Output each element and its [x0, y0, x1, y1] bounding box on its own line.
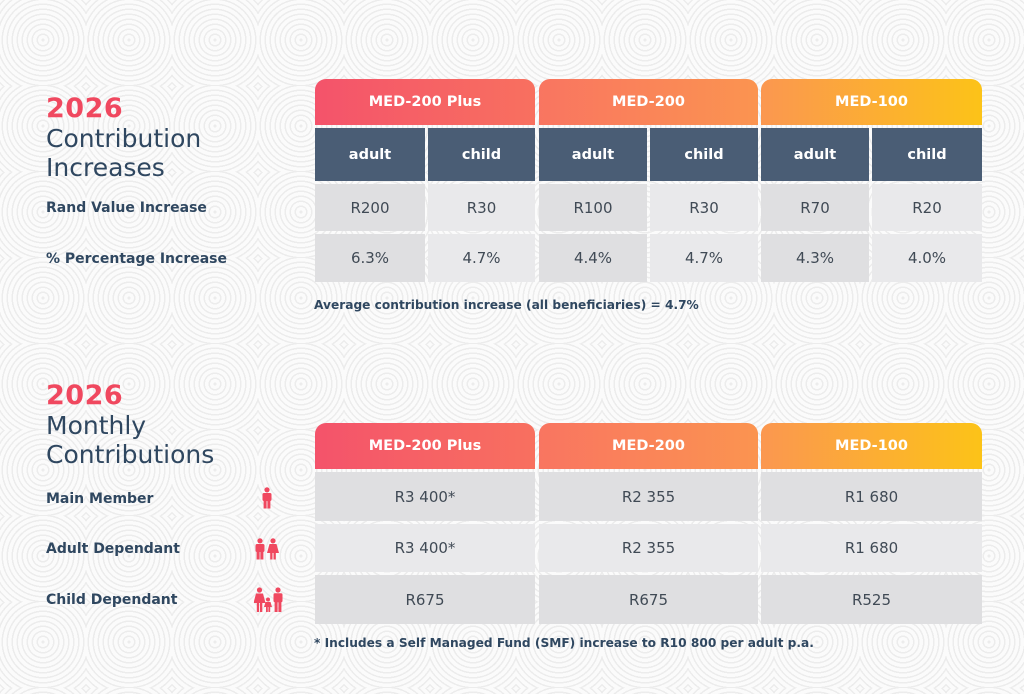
- increases-title-line1: Contribution: [46, 124, 202, 153]
- subheader-child: child: [650, 128, 758, 181]
- adult-dependant-cell: R2 355: [539, 524, 758, 572]
- main-member-cell: R2 355: [539, 472, 758, 521]
- subheader-child: child: [872, 128, 982, 181]
- monthly-title-line1: Monthly: [46, 411, 147, 440]
- percent-increase-cell: 4.7%: [428, 234, 535, 282]
- subheader-child: child: [428, 128, 535, 181]
- row-label-adult-dependant: Adult Dependant: [46, 541, 180, 557]
- rand-increase-cell: R20: [872, 184, 982, 231]
- increases-plan-header-med-200-plus: MED-200 Plus: [315, 79, 535, 125]
- subheader-adult: adult: [761, 128, 869, 181]
- increases-year: 2026: [46, 93, 124, 124]
- monthly-title-line2: Contributions: [46, 440, 215, 469]
- rand-increase-cell: R100: [539, 184, 647, 231]
- rand-increase-cell: R30: [650, 184, 758, 231]
- adult-dependant-cell: R1 680: [761, 524, 982, 572]
- row-label-main-member: Main Member: [46, 491, 154, 507]
- monthly-heading: 2026 Monthly Contributions: [46, 380, 215, 470]
- percent-increase-cell: 4.4%: [539, 234, 647, 282]
- rand-increase-cell: R200: [315, 184, 425, 231]
- row-label-rand-value-increase: Rand Value Increase: [46, 200, 207, 216]
- percent-increase-cell: 4.7%: [650, 234, 758, 282]
- increases-plan-header-med-100: MED-100: [761, 79, 982, 125]
- percent-increase-cell: 4.3%: [761, 234, 869, 282]
- row-label-child-dependant: Child Dependant: [46, 592, 178, 608]
- child-dependant-cell: R675: [315, 575, 535, 624]
- increases-plan-header-med-200: MED-200: [539, 79, 758, 125]
- family-icon: [254, 587, 284, 613]
- monthly-plan-header-med-100: MED-100: [761, 423, 982, 469]
- couple-icon: [254, 538, 280, 560]
- percent-increase-cell: 6.3%: [315, 234, 425, 282]
- smf-footnote: * Includes a Self Managed Fund (SMF) inc…: [314, 636, 814, 650]
- increases-title-line2: Increases: [46, 153, 165, 182]
- row-label-percentage-increase: % Percentage Increase: [46, 251, 228, 267]
- monthly-year: 2026: [46, 380, 124, 411]
- child-dependant-cell: R525: [761, 575, 982, 624]
- percent-increase-cell: 4.0%: [872, 234, 982, 282]
- monthly-plan-header-med-200-plus: MED-200 Plus: [315, 423, 535, 469]
- monthly-plan-header-med-200: MED-200: [539, 423, 758, 469]
- increases-heading: 2026 Contribution Increases: [46, 93, 202, 183]
- subheader-adult: adult: [539, 128, 647, 181]
- rand-increase-cell: R70: [761, 184, 869, 231]
- average-increase-note: Average contribution increase (all benef…: [314, 298, 699, 312]
- main-member-cell: R1 680: [761, 472, 982, 521]
- subheader-adult: adult: [315, 128, 425, 181]
- child-dependant-cell: R675: [539, 575, 758, 624]
- rand-increase-cell: R30: [428, 184, 535, 231]
- main-member-cell: R3 400*: [315, 472, 535, 521]
- single-person-icon: [261, 487, 273, 509]
- adult-dependant-cell: R3 400*: [315, 524, 535, 572]
